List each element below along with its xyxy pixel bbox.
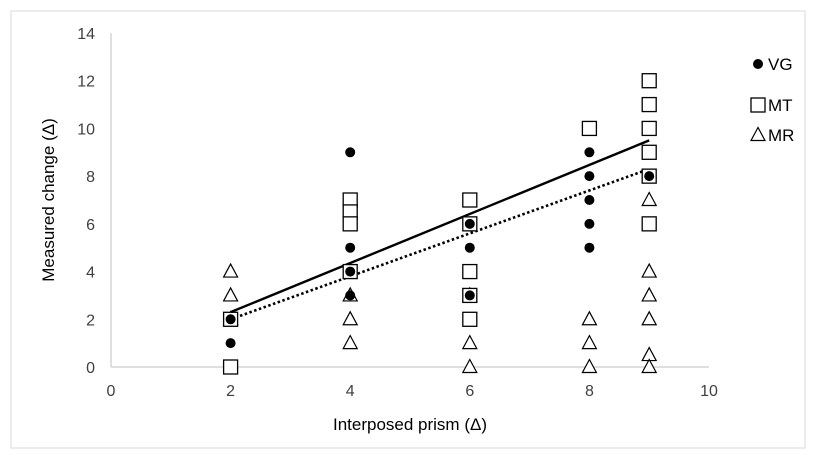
x-axis-title: Interposed prism (Δ) xyxy=(333,415,487,434)
point-vg xyxy=(584,171,595,182)
y-tick-label: 0 xyxy=(86,360,95,377)
point-vg xyxy=(225,314,236,325)
point-vg xyxy=(345,266,356,277)
y-tick-label: 6 xyxy=(86,217,95,234)
point-vg xyxy=(345,147,356,158)
trendlines xyxy=(230,139,650,321)
point-mr xyxy=(641,262,658,278)
point-vg xyxy=(345,242,356,253)
x-tick-label: 10 xyxy=(700,383,718,400)
point-mt xyxy=(342,216,358,232)
y-tick-label: 8 xyxy=(86,169,95,186)
x-tick-label: 4 xyxy=(346,383,355,400)
y-tick-label: 14 xyxy=(77,26,95,43)
y-tick-label: 2 xyxy=(86,312,95,329)
point-mr xyxy=(342,334,359,350)
point-vg xyxy=(464,218,475,229)
legend-label-mr: MR xyxy=(768,126,794,145)
point-vg xyxy=(584,195,595,205)
point-mt xyxy=(641,120,657,137)
point-mt xyxy=(641,73,657,89)
chart-frame xyxy=(10,10,806,449)
point-vg xyxy=(345,290,356,301)
y-tick-label: 4 xyxy=(86,265,95,282)
point-mr xyxy=(461,358,478,374)
point-vg xyxy=(584,242,595,253)
point-mr xyxy=(641,310,658,326)
point-mt xyxy=(641,96,657,113)
point-mr xyxy=(342,310,359,326)
point-mt xyxy=(581,120,598,137)
legend: VG MT MR xyxy=(749,55,794,145)
point-mr xyxy=(641,286,658,302)
legend-marker-mt xyxy=(750,97,766,113)
point-mr xyxy=(581,358,598,374)
point-mr xyxy=(222,262,239,278)
point-mt xyxy=(641,144,657,160)
x-tick-label: 2 xyxy=(226,383,235,400)
point-mr xyxy=(581,334,598,350)
point-mr xyxy=(222,286,239,302)
point-mt xyxy=(222,359,239,375)
trendline-dotted xyxy=(230,167,650,321)
point-mt xyxy=(462,311,478,327)
y-axis-title: Measured change (Δ) xyxy=(39,118,58,282)
y-tick-label: 10 xyxy=(77,121,95,138)
axes: 0 2 4 6 8 10 0 2 4 6 8 10 12 14 xyxy=(77,26,718,400)
point-vg xyxy=(464,290,475,301)
point-vg xyxy=(584,147,595,158)
legend-label-vg: VG xyxy=(768,55,793,74)
point-mr xyxy=(641,358,658,374)
point-mr xyxy=(641,191,658,207)
legend-label-mt: MT xyxy=(768,96,793,115)
y-tick-label: 12 xyxy=(77,74,95,91)
point-mt xyxy=(462,263,478,280)
legend-marker-mr xyxy=(749,126,767,142)
point-vg xyxy=(584,218,595,229)
trendline-solid xyxy=(230,139,650,314)
point-vg xyxy=(225,338,236,349)
x-tick-label: 6 xyxy=(465,383,474,400)
point-mr xyxy=(581,310,598,326)
x-tick-label: 8 xyxy=(585,383,594,400)
point-mt xyxy=(641,216,657,232)
legend-marker-vg xyxy=(753,59,763,69)
point-mt xyxy=(462,192,478,208)
point-mr xyxy=(461,334,478,350)
data-points xyxy=(222,73,658,375)
point-vg xyxy=(464,242,475,253)
x-tick-label: 0 xyxy=(107,383,116,400)
point-vg xyxy=(644,171,655,182)
